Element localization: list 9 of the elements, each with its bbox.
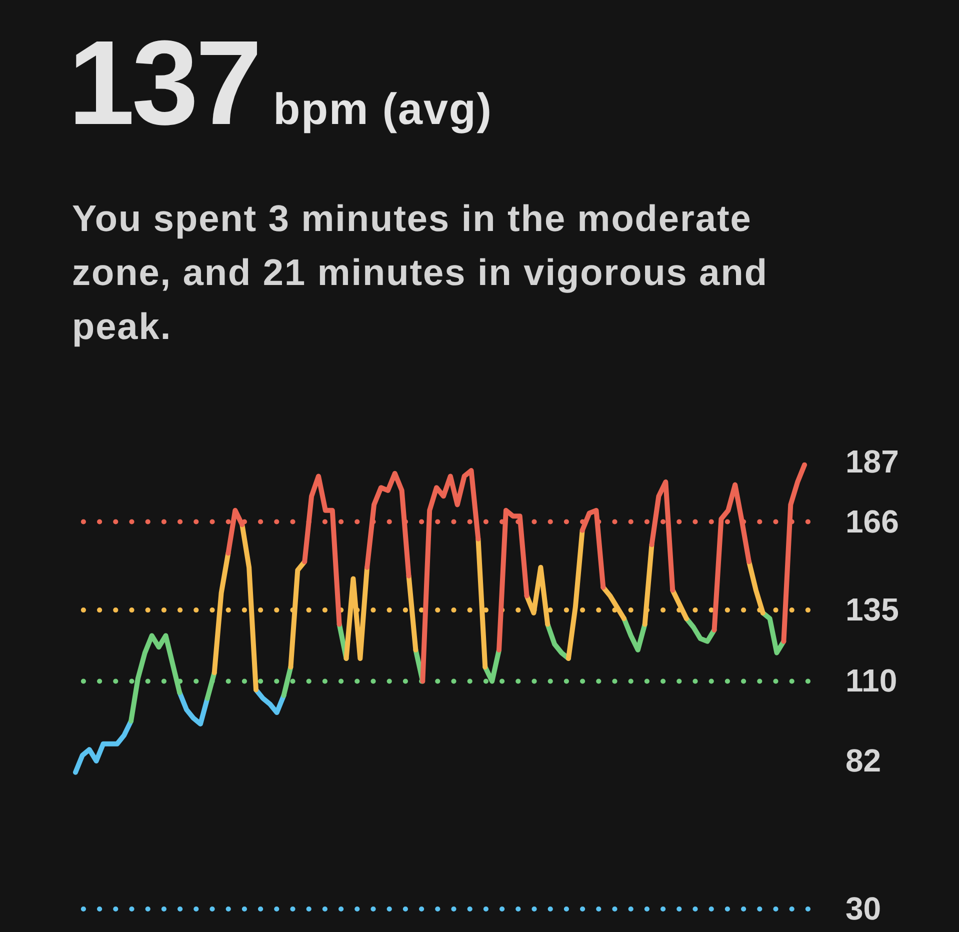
- y-tick-label: 135: [846, 592, 899, 628]
- y-tick-label: 187: [846, 444, 899, 480]
- y-tick-label: 110: [846, 662, 898, 699]
- chart-title: 137: [68, 16, 260, 150]
- text: You spent 3 minutes in the moderate zone, and 21 minutes in vigorous and peak.: [72, 197, 769, 349]
- y-tick-label: 166: [846, 503, 899, 540]
- y-tick-label: 30: [846, 890, 882, 926]
- y-tick-label: 82: [846, 742, 882, 778]
- chart-subtitle: bpm (avg): [273, 85, 492, 134]
